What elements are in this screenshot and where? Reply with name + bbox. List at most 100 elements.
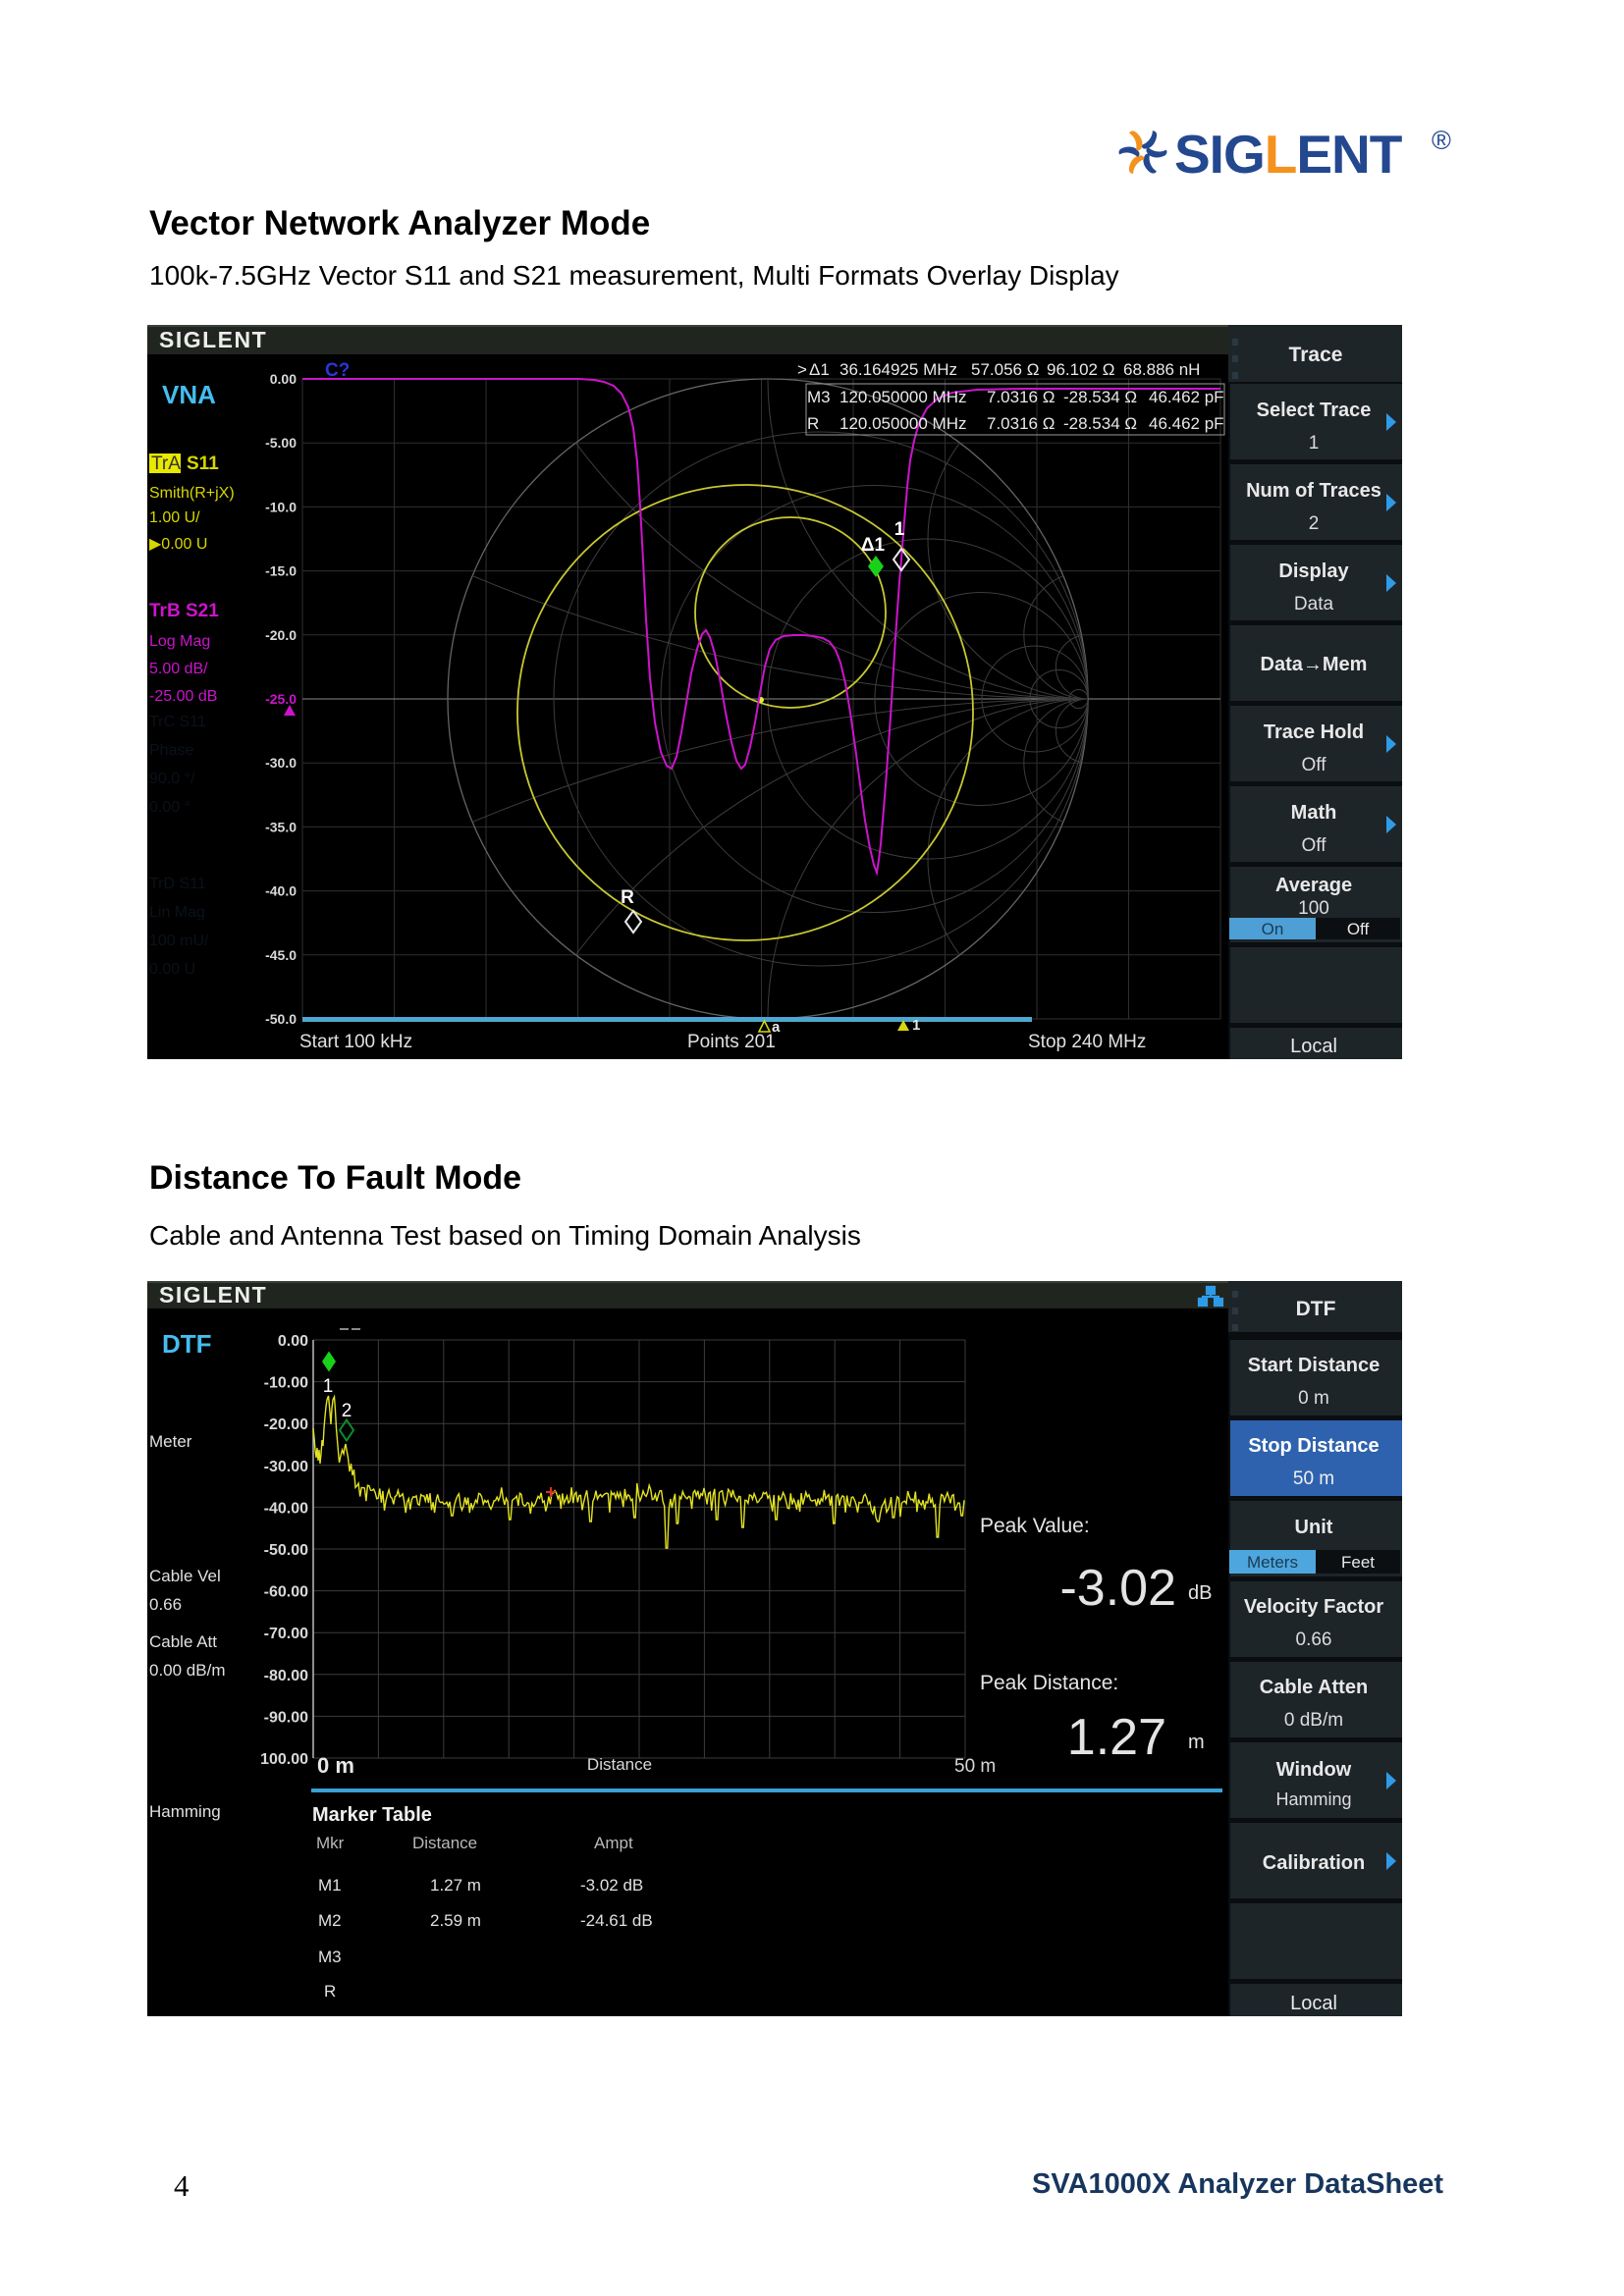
svg-text:Peak Distance:: Peak Distance: — [980, 1672, 1118, 1694]
svg-text:1.27 m: 1.27 m — [430, 1876, 481, 1895]
svg-text:a: a — [772, 1019, 781, 1036]
svg-text:1: 1 — [912, 1017, 920, 1034]
svg-text:-25.0: -25.0 — [265, 691, 297, 707]
svg-text:50 m: 50 m — [954, 1756, 996, 1777]
svg-text:1: 1 — [323, 1376, 334, 1397]
svg-text:-10.00: -10.00 — [264, 1375, 308, 1392]
svg-text:100.00: 100.00 — [260, 1751, 308, 1768]
svg-text:Window: Window — [1276, 1759, 1352, 1781]
svg-text:Ampt: Ampt — [594, 1834, 633, 1852]
svg-text:100: 100 — [1298, 898, 1329, 919]
svg-text:Velocity Factor: Velocity Factor — [1244, 1596, 1383, 1618]
svg-text:1.00 U/: 1.00 U/ — [149, 509, 200, 526]
svg-text:TrD S11: TrD S11 — [149, 876, 206, 892]
svg-text:1: 1 — [1309, 433, 1320, 454]
svg-text:-70.00: -70.00 — [264, 1626, 308, 1642]
svg-text:100 mU/: 100 mU/ — [149, 933, 209, 949]
svg-text:-60.00: -60.00 — [264, 1584, 308, 1601]
svg-text:Start 100 kHz: Start 100 kHz — [299, 1032, 412, 1052]
svg-text:90.0 °/: 90.0 °/ — [149, 771, 195, 787]
svg-text:Num of Traces: Num of Traces — [1246, 480, 1381, 502]
svg-text:Cable Att: Cable Att — [149, 1632, 217, 1651]
svg-text:0.66: 0.66 — [1296, 1629, 1332, 1650]
svg-text:Smith(R+jX): Smith(R+jX) — [149, 485, 235, 502]
svg-text:Local: Local — [1290, 1993, 1337, 2014]
svg-text:2: 2 — [1309, 513, 1320, 534]
svg-text:Data: Data — [1294, 594, 1334, 614]
svg-text:m: m — [1188, 1732, 1205, 1753]
svg-text:-90.00: -90.00 — [264, 1709, 308, 1726]
svg-text:TrC S11: TrC S11 — [149, 714, 206, 730]
svg-text:M1: M1 — [318, 1876, 342, 1895]
svg-text:dB: dB — [1188, 1582, 1212, 1604]
svg-text:S11: S11 — [187, 454, 219, 474]
svg-text:SIGLENT: SIGLENT — [159, 327, 267, 352]
svg-text:Meter: Meter — [149, 1432, 192, 1451]
svg-text:-30.0: -30.0 — [265, 755, 297, 771]
svg-text:0.66: 0.66 — [149, 1595, 182, 1614]
svg-text:Stop 240 MHz: Stop 240 MHz — [1028, 1032, 1146, 1052]
svg-text:Cable Atten: Cable Atten — [1260, 1677, 1368, 1698]
svg-text:Select Trace: Select Trace — [1257, 400, 1372, 421]
svg-text:Lin Mag: Lin Mag — [149, 904, 205, 921]
svg-text:1.27: 1.27 — [1067, 1709, 1166, 1766]
svg-text:Marker Table: Marker Table — [312, 1804, 432, 1826]
svg-text:-40.0: -40.0 — [265, 883, 297, 899]
svg-text:TrA: TrA — [151, 454, 181, 474]
svg-text:-15.0: -15.0 — [265, 563, 297, 579]
svg-text:-20.0: -20.0 — [265, 627, 297, 643]
svg-text:Off: Off — [1347, 920, 1370, 938]
svg-text:Off: Off — [1302, 755, 1327, 775]
svg-text:-24.61 dB: -24.61 dB — [580, 1911, 653, 1930]
svg-text:Start Distance: Start Distance — [1248, 1355, 1380, 1376]
svg-text:-50.00: -50.00 — [264, 1542, 308, 1559]
svg-text:0 m: 0 m — [1298, 1388, 1329, 1409]
svg-text:M3: M3 — [318, 1948, 342, 1966]
svg-text:-5.00: -5.00 — [265, 435, 297, 451]
svg-text:Feet: Feet — [1341, 1553, 1375, 1572]
svg-text:-3.02 dB: -3.02 dB — [580, 1876, 643, 1895]
svg-text:0.00 °: 0.00 ° — [149, 799, 190, 816]
svg-text:0.00 U: 0.00 U — [149, 961, 195, 978]
svg-text:C?: C? — [325, 360, 350, 381]
svg-text:Stop Distance: Stop Distance — [1248, 1435, 1379, 1457]
svg-text:Meters: Meters — [1247, 1553, 1298, 1572]
svg-text:-10.0: -10.0 — [265, 499, 297, 514]
svg-text:2.59 m: 2.59 m — [430, 1911, 481, 1930]
svg-text:Display: Display — [1278, 561, 1349, 582]
svg-text:Δ1: Δ1 — [861, 535, 886, 556]
svg-text:Hamming: Hamming — [149, 1802, 221, 1821]
svg-text:R: R — [621, 887, 634, 908]
svg-text:50 m: 50 m — [1293, 1468, 1334, 1489]
svg-text:0.00: 0.00 — [278, 1333, 308, 1350]
svg-text:0 dB/m: 0 dB/m — [1284, 1710, 1343, 1731]
svg-text:®: ® — [1432, 126, 1451, 155]
svg-text:VNA: VNA — [162, 380, 216, 409]
svg-text:Mkr: Mkr — [316, 1834, 345, 1852]
svg-text:▶0.00 U: ▶0.00 U — [149, 536, 207, 553]
svg-text:-25.00 dB: -25.00 dB — [149, 688, 217, 705]
svg-text:Log Mag: Log Mag — [149, 633, 210, 650]
svg-text:Peak Value:: Peak Value: — [980, 1515, 1090, 1537]
svg-text:SIGLENT: SIGLENT — [1174, 124, 1402, 185]
svg-text:Trace Hold: Trace Hold — [1264, 721, 1364, 743]
svg-text:Off: Off — [1302, 835, 1327, 856]
svg-text:-35.0: -35.0 — [265, 819, 297, 834]
svg-text:Cable Vel: Cable Vel — [149, 1567, 221, 1585]
svg-text:Distance: Distance — [587, 1755, 652, 1774]
svg-text:Math: Math — [1291, 802, 1337, 824]
svg-text:Local: Local — [1290, 1036, 1337, 1057]
svg-text:DTF: DTF — [1296, 1298, 1336, 1320]
svg-text:-20.00: -20.00 — [264, 1416, 308, 1433]
svg-text:Phase: Phase — [149, 742, 193, 759]
svg-text:Trace: Trace — [1289, 344, 1343, 366]
svg-text:Calibration: Calibration — [1263, 1852, 1365, 1874]
svg-text:M2: M2 — [318, 1911, 342, 1930]
svg-text:0 m: 0 m — [317, 1753, 354, 1778]
svg-text:Data→Mem: Data→Mem — [1261, 654, 1368, 675]
svg-text:2: 2 — [342, 1401, 352, 1421]
svg-text:Points 201: Points 201 — [687, 1032, 776, 1052]
svg-text:Unit: Unit — [1295, 1517, 1333, 1538]
